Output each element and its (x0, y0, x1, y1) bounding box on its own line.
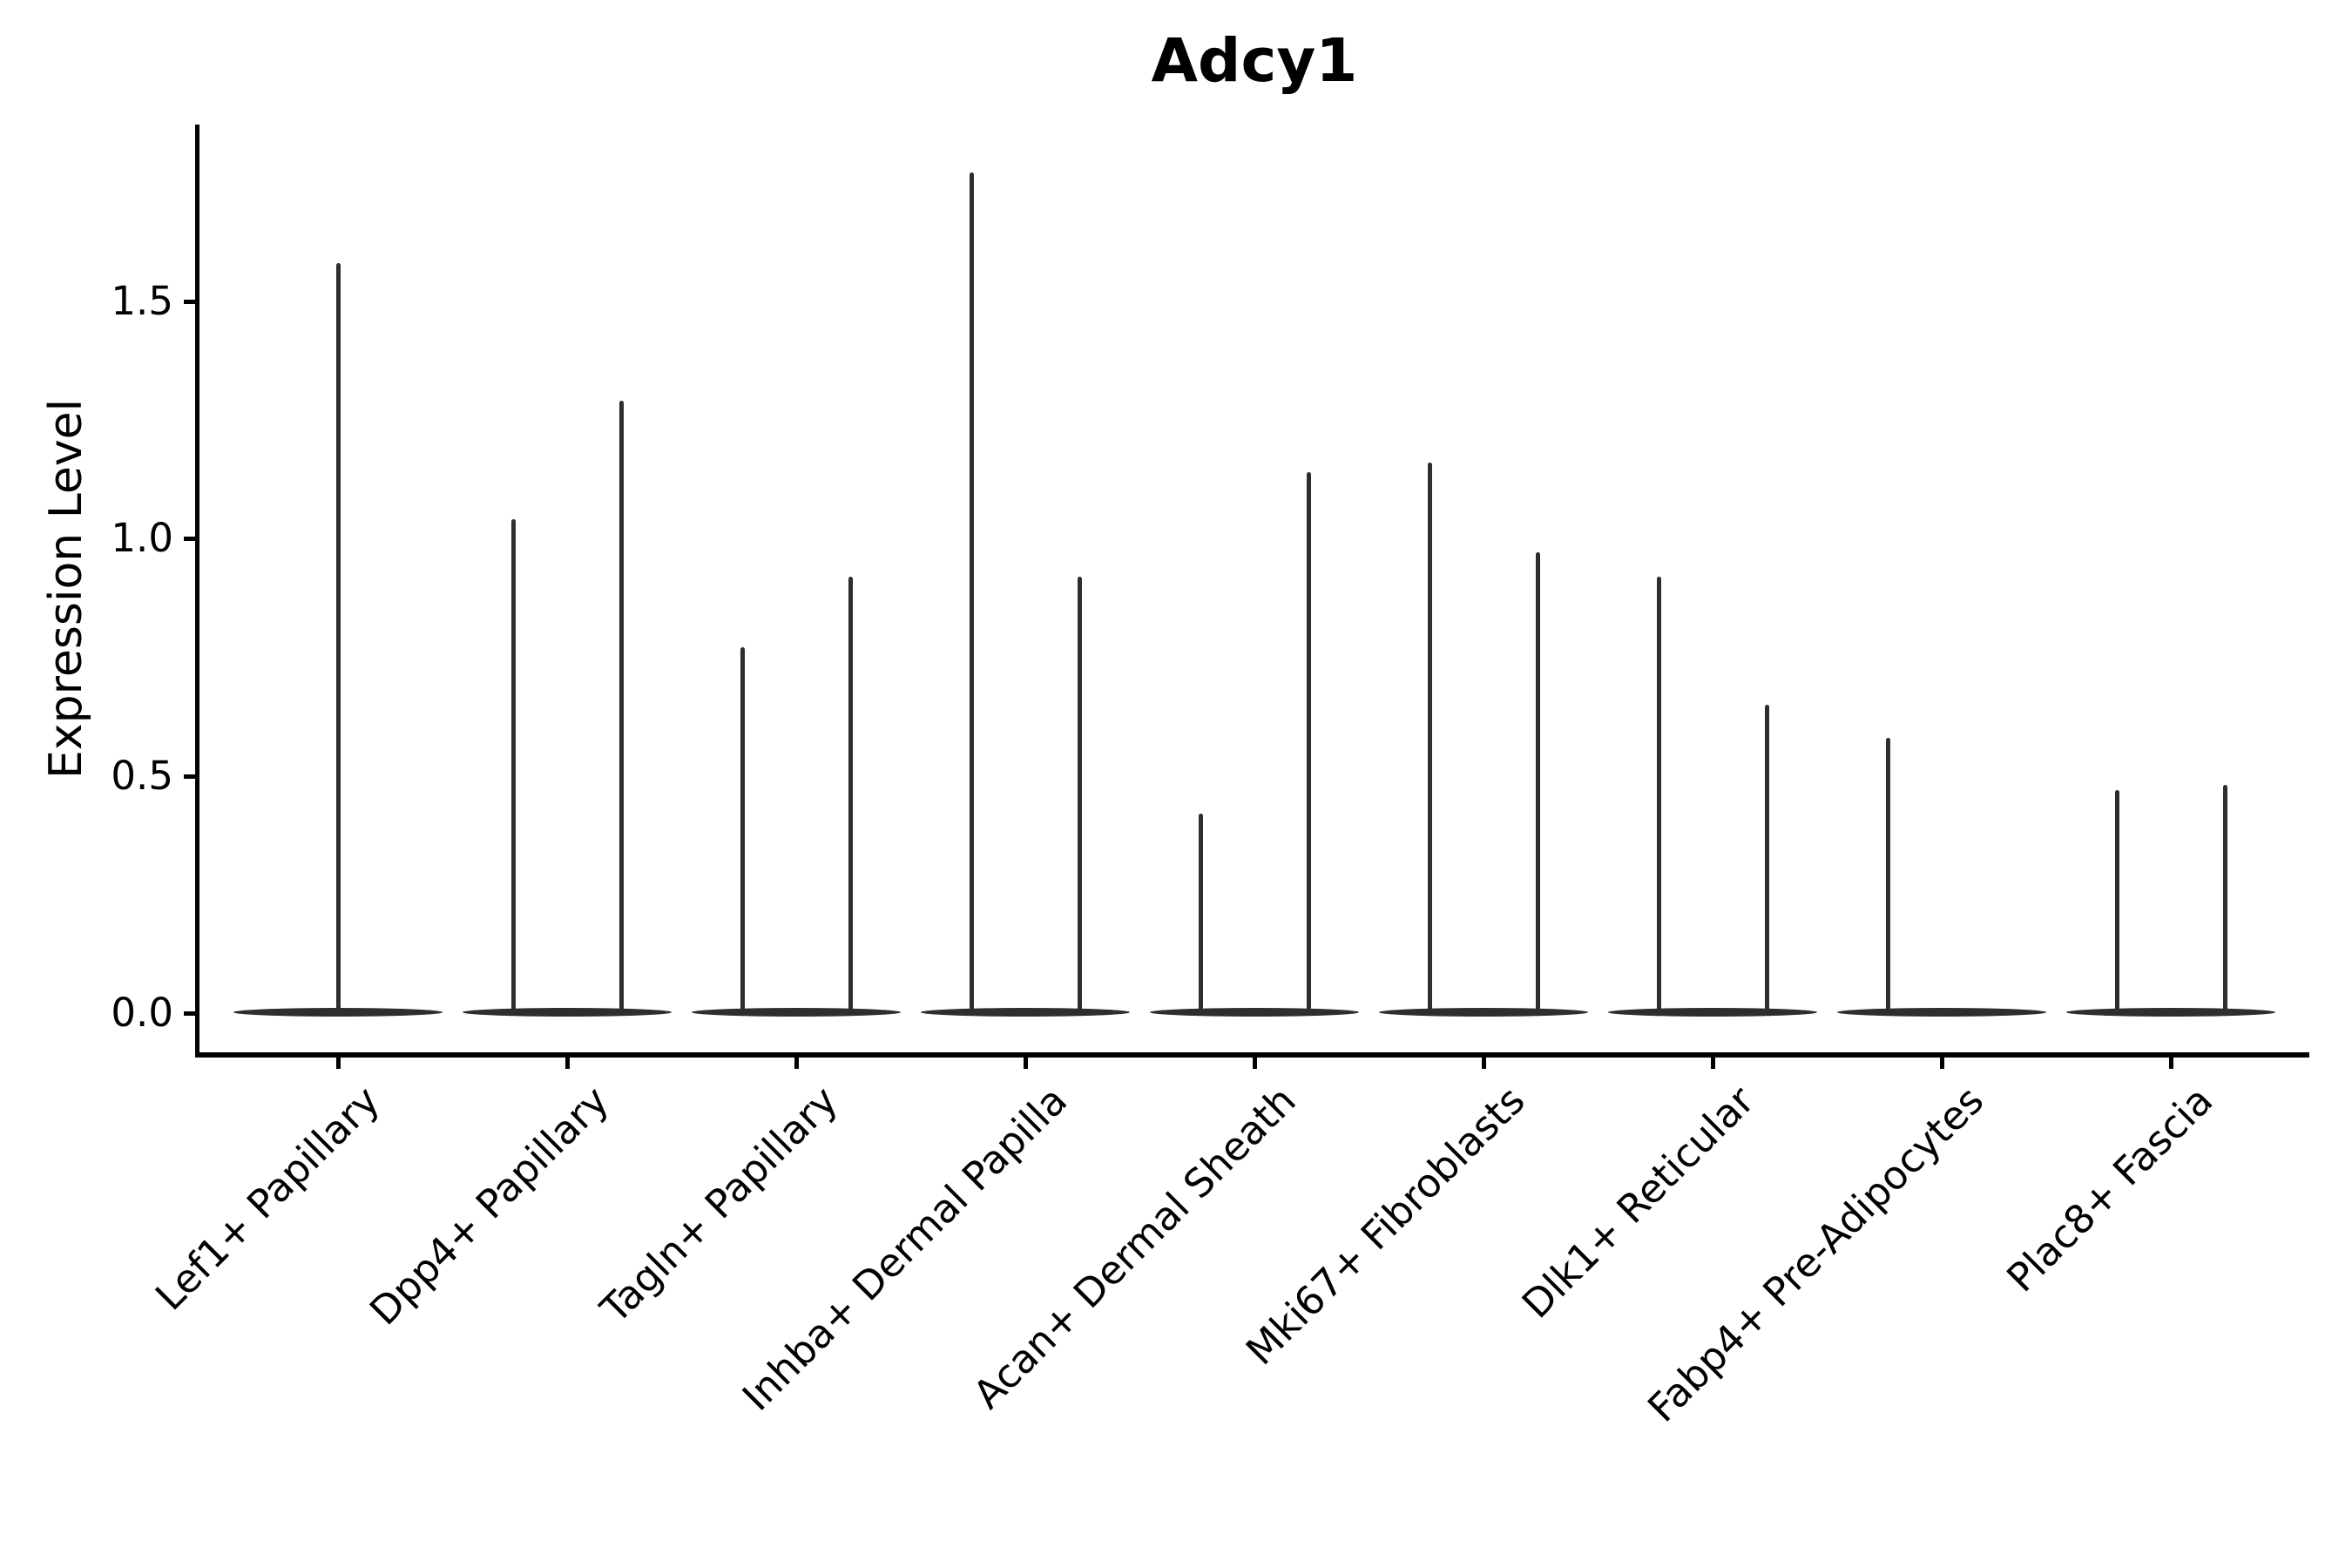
x-tick-label: Dlk1+ Reticular (1513, 1077, 1764, 1328)
violin-base (463, 1008, 672, 1017)
y-axis-label: Expression Level (40, 398, 92, 780)
y-tick-label: 1.5 (111, 277, 173, 324)
violin-spike (848, 576, 853, 1015)
x-tick-mark (1482, 1058, 1486, 1069)
violin-base (1150, 1008, 1359, 1017)
violin-spike (336, 262, 341, 1015)
x-tick-mark (336, 1058, 341, 1069)
x-tick-label: Lef1+ Papillary (146, 1077, 389, 1320)
violin-spike (1199, 814, 1203, 1015)
violin-spike (1536, 552, 1540, 1015)
violin-spike (740, 647, 745, 1015)
violin-spike (1307, 471, 1311, 1015)
y-tick-mark (184, 299, 195, 304)
violin-spike (1657, 576, 1661, 1015)
chart-title: Adcy1 (1151, 26, 1358, 96)
x-tick-mark (1940, 1058, 1944, 1069)
violin-spike (511, 519, 516, 1015)
violin-base (2066, 1008, 2275, 1017)
y-tick-mark (184, 537, 195, 541)
violin-base (1837, 1008, 2046, 1017)
y-tick-mark (184, 1011, 195, 1016)
x-tick-label: Plac8+ Fascia (1997, 1077, 2222, 1301)
y-tick-label: 0.5 (111, 752, 173, 799)
violin-spike (1428, 462, 1432, 1015)
violin-base (1608, 1008, 1817, 1017)
left-axis-spine (195, 125, 199, 1058)
x-tick-label: Tagln+ Papillary (591, 1077, 848, 1333)
violin-spike (619, 400, 624, 1015)
x-tick-mark (794, 1058, 799, 1069)
violin-spike (1078, 576, 1082, 1015)
x-tick-label: Dpp4+ Papillary (361, 1077, 618, 1335)
violin-spike (1765, 704, 1769, 1015)
violin-spike (970, 172, 974, 1015)
y-tick-label: 1.0 (111, 515, 173, 561)
violin-base (921, 1008, 1130, 1017)
y-tick-mark (184, 774, 195, 779)
violin-spike (2115, 789, 2119, 1015)
x-tick-mark (1711, 1058, 1715, 1069)
violin-spike (1886, 737, 1890, 1015)
violin-base (1379, 1008, 1588, 1017)
x-tick-mark (2169, 1058, 2173, 1069)
violin-base (692, 1008, 901, 1017)
x-tick-mark (1253, 1058, 1257, 1069)
x-tick-mark (1024, 1058, 1028, 1069)
bottom-axis-spine (195, 1052, 2309, 1058)
violin-spike (2223, 785, 2227, 1015)
x-tick-mark (565, 1058, 570, 1069)
y-tick-label: 0.0 (111, 990, 173, 1036)
